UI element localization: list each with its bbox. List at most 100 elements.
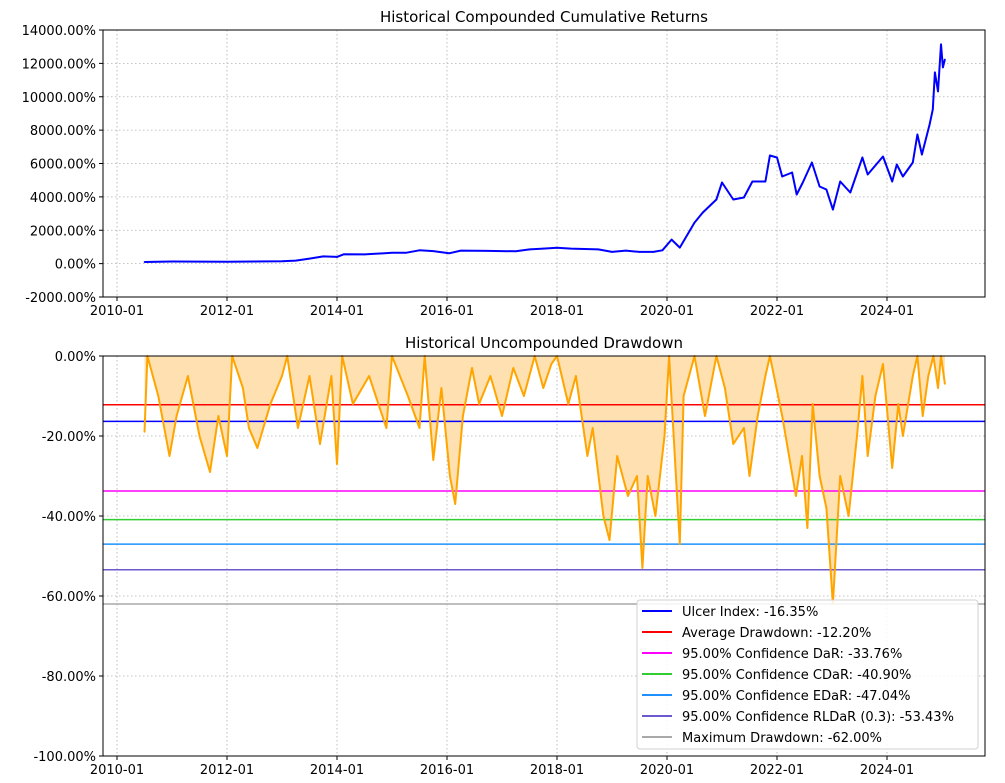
data-point	[542, 247, 545, 250]
data-point	[715, 198, 718, 201]
data-point	[556, 246, 558, 249]
data-point	[198, 435, 201, 437]
legend-label: 95.00% Confidence DaR: -33.76%	[682, 647, 902, 662]
data-point	[891, 180, 893, 183]
data-point	[322, 255, 325, 258]
data-point	[704, 415, 706, 417]
data-point	[847, 515, 850, 517]
x-tick-label: 2014-01	[310, 304, 364, 319]
data-point	[791, 171, 793, 174]
data-point	[781, 415, 783, 417]
x-tick-label: 2022-01	[750, 763, 804, 778]
data-point	[652, 251, 655, 253]
data-point	[226, 455, 228, 457]
y-tick-label: -60.00%	[42, 590, 96, 605]
data-point	[891, 467, 893, 469]
data-point	[407, 395, 409, 397]
data-point	[942, 66, 944, 69]
data-point	[591, 427, 594, 429]
axes-frame	[102, 355, 986, 757]
x-tick-label: 2020-01	[640, 304, 694, 319]
x-tick-label: 2018-01	[530, 763, 584, 778]
data-point	[781, 175, 783, 178]
y-tick-label: -40.00%	[42, 510, 96, 525]
x-tick-label: 2016-01	[420, 304, 474, 319]
data-point	[932, 108, 934, 111]
data-point	[795, 193, 798, 196]
data-point	[839, 475, 841, 477]
data-point	[861, 156, 864, 159]
data-point	[818, 475, 821, 477]
data-point	[269, 403, 272, 405]
y-tick-label: 0.00%	[55, 350, 96, 365]
data-point	[297, 427, 299, 429]
data-point	[352, 403, 354, 405]
data-point	[226, 260, 228, 263]
data-point	[882, 155, 884, 158]
data-point	[432, 250, 435, 252]
data-point	[839, 180, 841, 183]
data-point	[143, 431, 146, 433]
legend-box	[636, 599, 979, 750]
chart-title: Historical Uncompounded Drawdown	[405, 334, 683, 352]
y-tick-label: -2000.00%	[25, 291, 96, 306]
x-tick-label: 2024-01	[860, 304, 914, 319]
y-tick-label: -20.00%	[42, 430, 96, 445]
data-point	[811, 161, 813, 164]
data-point	[487, 250, 490, 252]
x-tick-label: 2020-01	[640, 763, 694, 778]
data-point	[569, 247, 572, 250]
y-tick-label: -80.00%	[42, 670, 96, 685]
data-point	[611, 251, 613, 253]
data-point	[661, 249, 664, 252]
data-point	[861, 375, 864, 377]
cumulative-return-line	[144, 43, 946, 263]
data-point	[242, 387, 244, 389]
data-point	[654, 515, 657, 517]
legend-label: 95.00% Confidence RLDaR (0.3): -53.43%	[682, 710, 954, 725]
data-point	[319, 443, 321, 445]
data-point	[801, 181, 804, 184]
data-point	[795, 495, 797, 497]
y-tick-label: 6000.00%	[30, 158, 96, 173]
data-point	[911, 161, 914, 164]
data-point	[756, 415, 759, 417]
data-point	[776, 156, 778, 159]
data-point	[693, 221, 696, 224]
data-point	[882, 363, 884, 365]
data-point	[856, 435, 858, 437]
data-point	[602, 515, 605, 517]
x-tick-label: 2022-01	[750, 304, 804, 319]
data-point	[342, 253, 345, 256]
legend-label: Average Drawdown: -12.20%	[682, 626, 871, 641]
x-tick-label: 2010-01	[90, 304, 144, 319]
y-tick-label: 4000.00%	[30, 191, 96, 206]
data-point	[248, 427, 250, 429]
data-point	[143, 261, 146, 263]
data-point	[940, 43, 942, 46]
data-point	[308, 257, 311, 260]
x-tick-label: 2010-01	[90, 763, 144, 778]
data-point	[638, 251, 641, 253]
data-point	[806, 527, 809, 529]
x-tick-label: 2018-01	[530, 304, 584, 319]
data-point	[586, 455, 589, 457]
data-point	[489, 375, 492, 377]
data-point	[514, 250, 517, 253]
chart-title: Historical Compounded Cumulative Returns	[380, 8, 708, 26]
data-point	[217, 415, 220, 417]
data-point	[627, 495, 629, 497]
data-point	[459, 249, 462, 252]
data-point	[175, 415, 178, 417]
drawdown-fill	[144, 356, 945, 604]
data-point	[471, 367, 473, 369]
data-point	[678, 543, 681, 545]
data-point	[336, 256, 338, 258]
data-point	[721, 181, 723, 184]
data-point	[281, 260, 283, 263]
data-point	[944, 58, 946, 61]
legend-label: Ulcer Index: -16.35%	[682, 605, 818, 620]
data-point	[832, 208, 834, 211]
data-point	[418, 249, 421, 252]
